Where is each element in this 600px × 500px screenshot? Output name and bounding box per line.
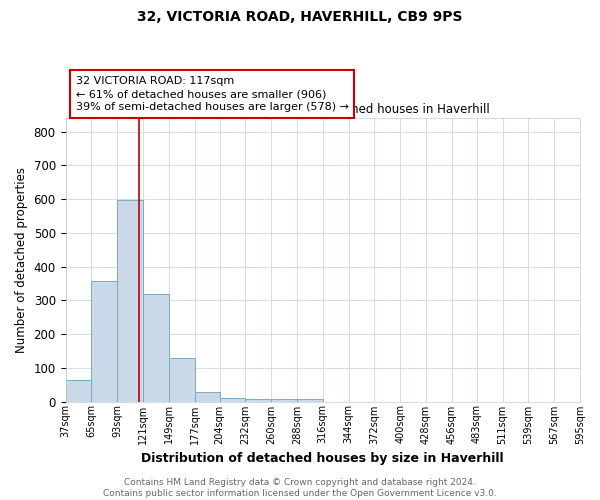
Text: Contains HM Land Registry data © Crown copyright and database right 2024.
Contai: Contains HM Land Registry data © Crown c… (103, 478, 497, 498)
Bar (194, 392, 220, 402)
Text: 32, VICTORIA ROAD, HAVERHILL, CB9 9PS: 32, VICTORIA ROAD, HAVERHILL, CB9 9PS (137, 10, 463, 24)
Bar (297, 399, 323, 402)
X-axis label: Distribution of detached houses by size in Haverhill: Distribution of detached houses by size … (142, 452, 504, 465)
Bar (245, 399, 271, 402)
Text: 32 VICTORIA ROAD: 117sqm
← 61% of detached houses are smaller (906)
39% of semi-: 32 VICTORIA ROAD: 117sqm ← 61% of detach… (76, 76, 349, 112)
Bar (271, 399, 297, 402)
Bar (117, 200, 143, 402)
Title: Size of property relative to detached houses in Haverhill: Size of property relative to detached ho… (156, 102, 490, 116)
Y-axis label: Number of detached properties: Number of detached properties (15, 167, 28, 353)
Bar (143, 294, 169, 402)
Bar (220, 398, 245, 402)
Bar (65, 380, 91, 402)
Bar (91, 281, 117, 402)
Bar (169, 358, 194, 402)
